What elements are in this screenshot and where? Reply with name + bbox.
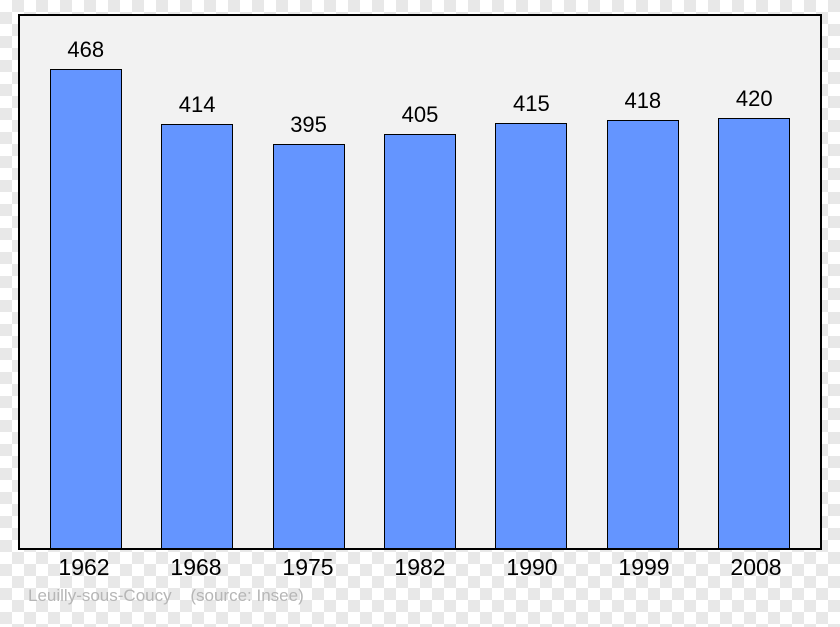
bar-rect [161, 124, 233, 548]
x-axis-label: 1962 [28, 554, 140, 584]
bars-container: 468 414 395 405 415 418 420 [20, 16, 820, 548]
bar-value-label: 405 [402, 102, 439, 128]
caption-source: (source: Insee) [190, 586, 303, 605]
bar-rect [495, 123, 567, 548]
x-axis-label: 1999 [588, 554, 700, 584]
bar-value-label: 468 [67, 37, 104, 63]
bar-slot: 420 [699, 16, 810, 548]
bar-value-label: 415 [513, 91, 550, 117]
bar-slot: 405 [364, 16, 475, 548]
x-axis-label: 1982 [364, 554, 476, 584]
bar-slot: 468 [30, 16, 141, 548]
x-axis-label: 1975 [252, 554, 364, 584]
bar-rect [273, 144, 345, 548]
bar-slot: 395 [253, 16, 364, 548]
x-axis-label: 1968 [140, 554, 252, 584]
bar-rect [50, 69, 122, 548]
bar-slot: 414 [141, 16, 252, 548]
bar-rect [718, 118, 790, 548]
caption-location: Leuilly-sous-Coucy [28, 586, 172, 605]
x-axis-label: 1990 [476, 554, 588, 584]
x-axis-labels: 1962196819751982199019992008 [18, 554, 822, 584]
chart-plot-area: 468 414 395 405 415 418 420 [18, 14, 822, 550]
bar-value-label: 414 [179, 92, 216, 118]
bar-value-label: 418 [624, 88, 661, 114]
bar-slot: 415 [476, 16, 587, 548]
bar-value-label: 420 [736, 86, 773, 112]
bar-rect [607, 120, 679, 548]
bar-value-label: 395 [290, 112, 327, 138]
chart-caption: Leuilly-sous-Coucy (source: Insee) [28, 586, 304, 606]
bar-slot: 418 [587, 16, 698, 548]
x-axis-label: 2008 [700, 554, 812, 584]
bar-rect [384, 134, 456, 548]
